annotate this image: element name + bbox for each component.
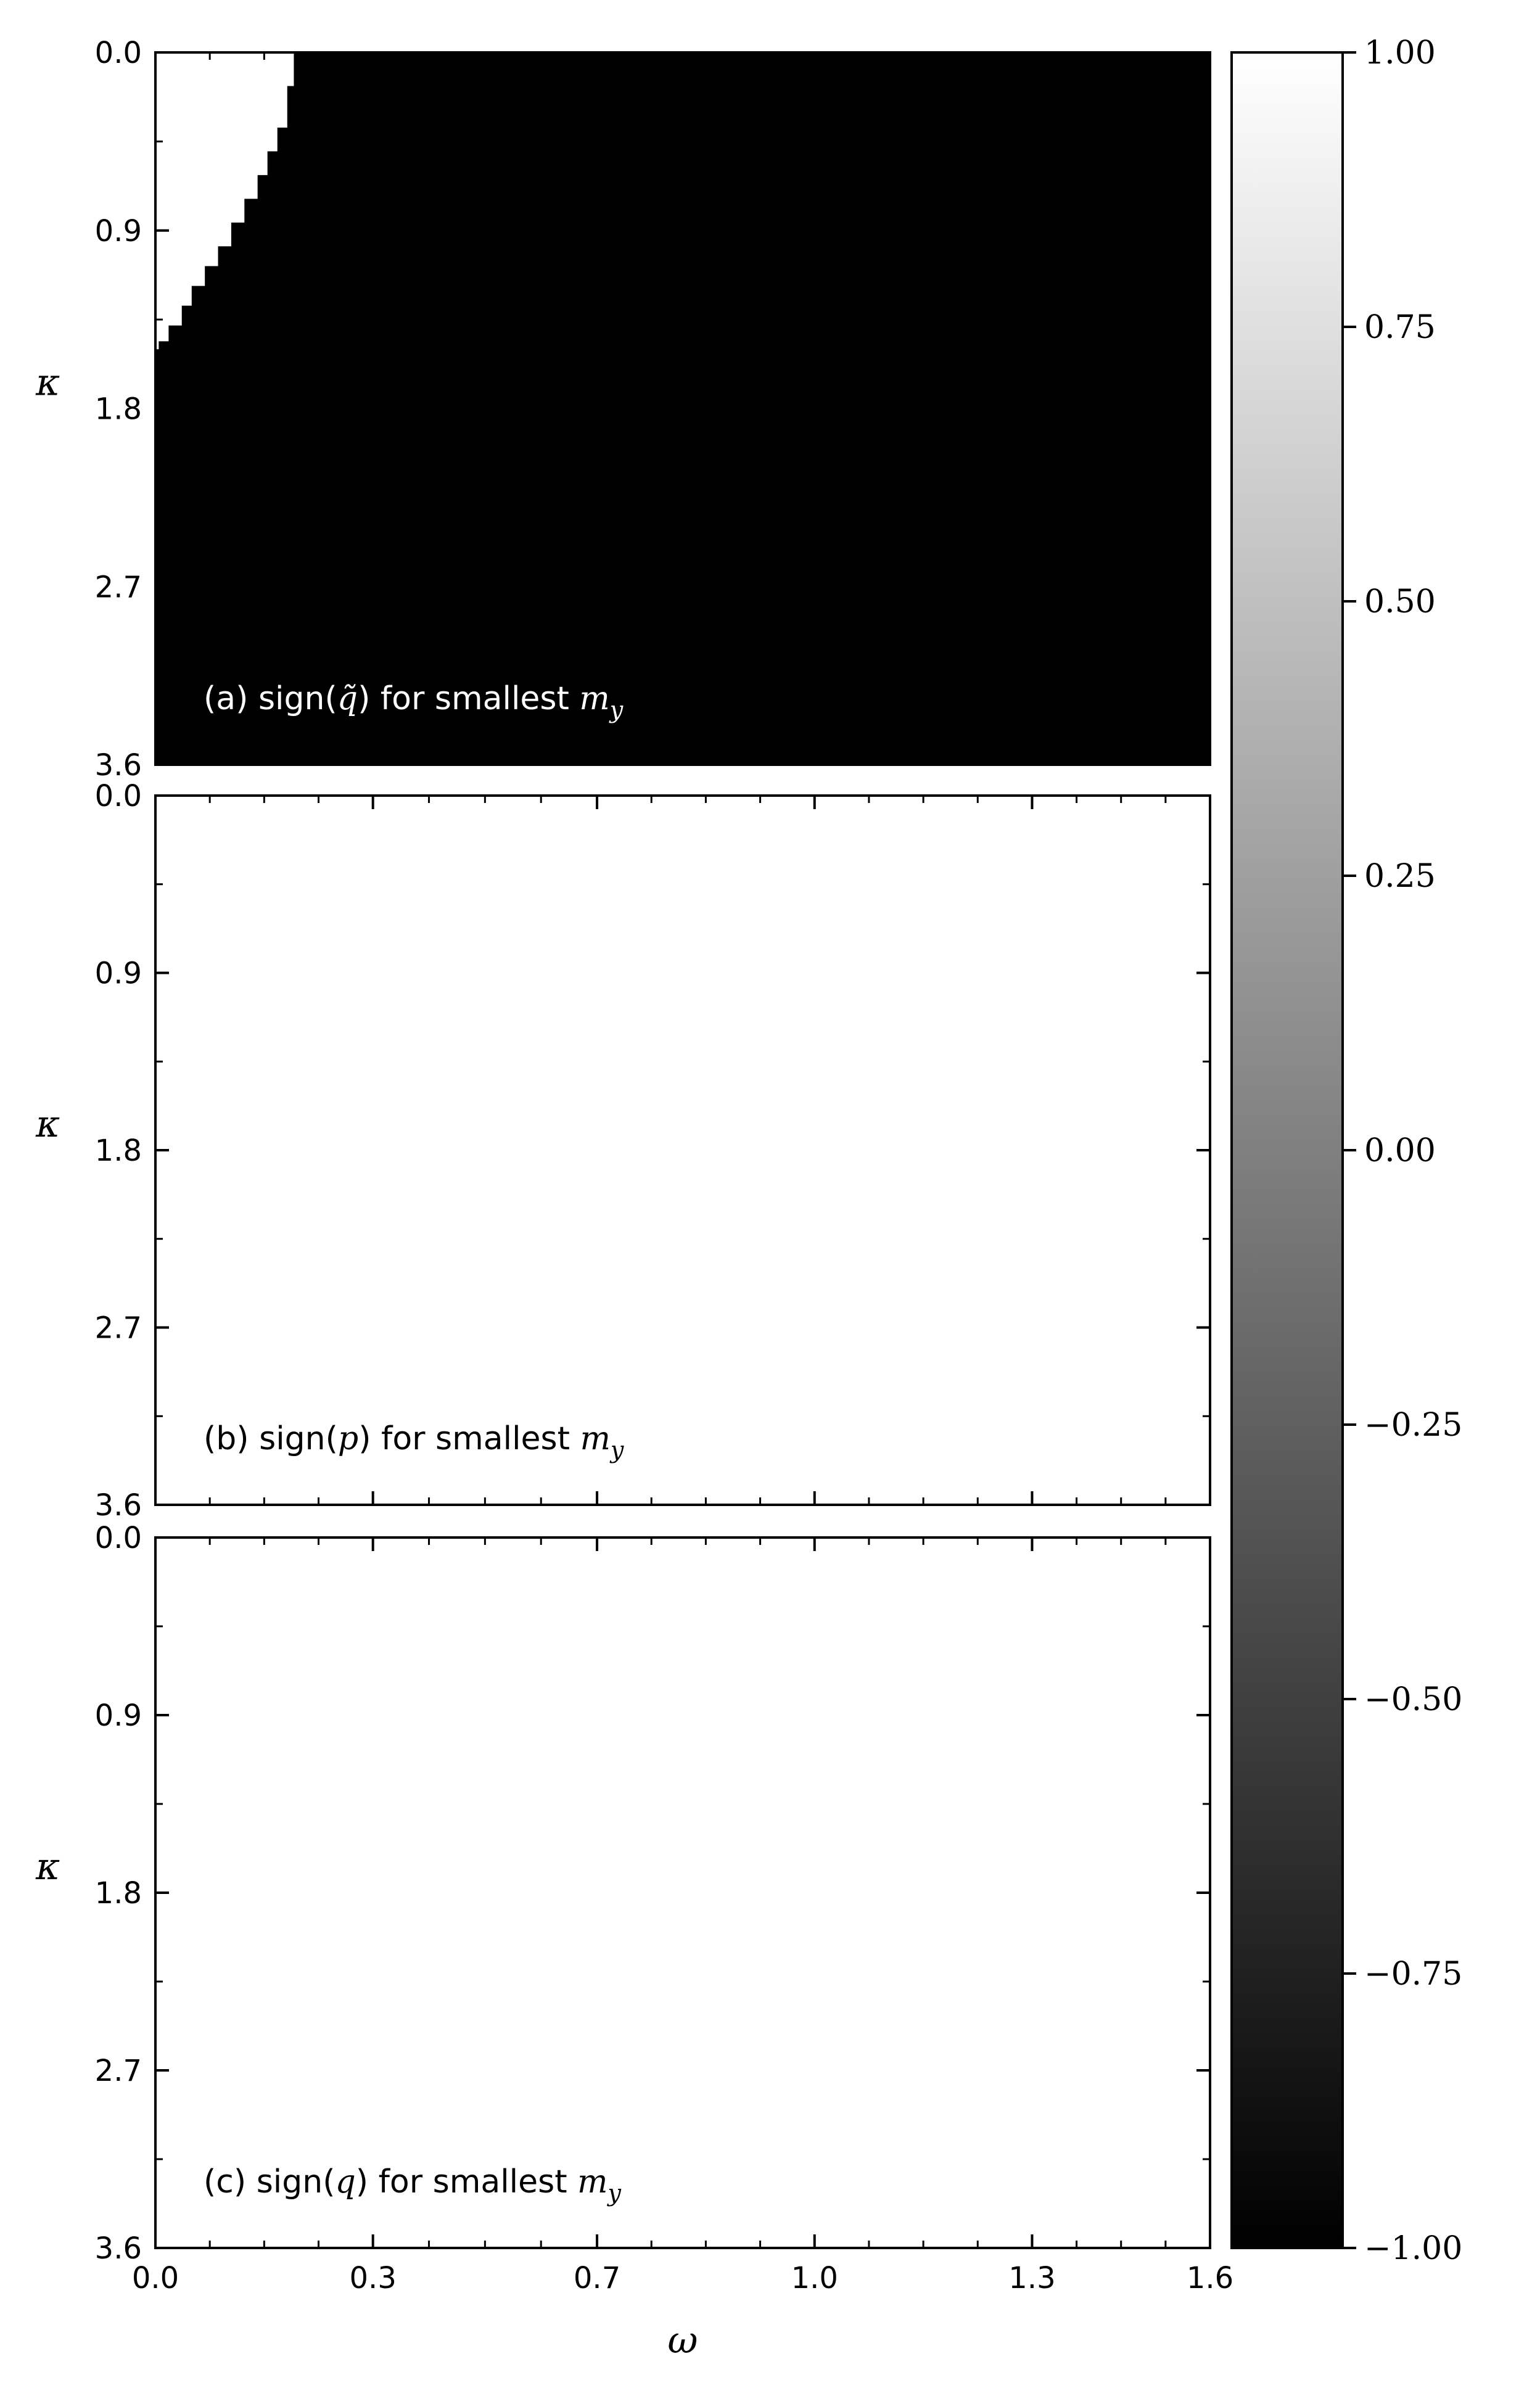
panel-c: 0.0 0.9 1.8 2.7 3.6 κ (c) sign(q) for smallest… — [35, 1521, 1233, 2362]
colorbar-tick-label: 0.00 — [1364, 1132, 1436, 1169]
annotation-middle: ) for smallest — [356, 2163, 577, 2200]
y-tick-label: 0.0 — [95, 1521, 142, 1555]
colorbar-tick-label: 0.50 — [1364, 583, 1436, 620]
annotation-subscript: y — [609, 1436, 624, 1463]
annotation-variable: p — [338, 1420, 358, 1457]
panel-a: 0.0 0.9 1.8 2.7 3.6 κ (a) sign(q̃) for smalles… — [35, 36, 1211, 783]
annotation-subscript: y — [609, 696, 624, 723]
x-tick-label: 0.3 — [350, 2261, 397, 2295]
panel-annotation: (c) sign(q) for smallest my — [204, 2163, 621, 2207]
y-tick-label: 3.6 — [95, 2231, 142, 2266]
y-tick-label: 0.9 — [95, 957, 142, 991]
annotation-variable: q — [335, 2163, 355, 2200]
heatmap-region — [155, 52, 294, 350]
x-axis-label: ω — [668, 2319, 698, 2362]
colorbar-gradient — [1232, 52, 1343, 2248]
colorbar-tick-label: 1.00 — [1364, 35, 1436, 72]
heatmap-background — [155, 796, 1210, 1505]
y-tick-label: 1.8 — [95, 1876, 142, 1911]
annotation-middle: ) for smallest — [358, 1420, 580, 1457]
x-tick-label: 0.0 — [132, 2261, 179, 2295]
colorbar-tick-label: −1.00 — [1364, 2230, 1462, 2267]
annotation-prefix: (c) sign( — [204, 2163, 335, 2200]
y-tick-label: 3.6 — [95, 748, 142, 783]
y-tick-label: 0.0 — [95, 36, 142, 70]
panel-annotation: (a) sign(q̃) for smallest my — [204, 680, 624, 723]
y-tick-label: 3.6 — [95, 1488, 142, 1523]
y-axis-label: κ — [35, 1103, 60, 1146]
y-axis-label: κ — [35, 361, 60, 405]
colorbar-tick-label: −0.50 — [1364, 1681, 1462, 1718]
x-tick-label: 1.6 — [1187, 2261, 1233, 2295]
x-tick-label: 0.7 — [574, 2261, 620, 2295]
panel-annotation: (b) sign(p) for smallest my — [204, 1420, 624, 1463]
heatmap-panels: 0.00.91.82.73.6κ(a) sign(q̃) for smalles… — [35, 36, 1233, 2362]
y-axis-label: κ — [35, 1845, 60, 1888]
annotation-subscript: y — [606, 2180, 621, 2207]
colorbar-tick-label: −0.75 — [1364, 1956, 1462, 1993]
y-tick-label: 1.8 — [95, 392, 142, 427]
y-tick-label: 2.7 — [95, 570, 142, 604]
colorbar-tick-label: −0.25 — [1364, 1407, 1462, 1444]
y-tick-label: 0.9 — [95, 214, 142, 249]
colorbar-tick-label: 0.25 — [1364, 858, 1436, 895]
annotation-middle: ) for smallest — [358, 680, 579, 717]
x-tick-label: 1.3 — [1008, 2261, 1055, 2295]
colorbar: 1.00 0.75 0.50 0.25 0.00 −0.25 −0.50 −0.75 −1.00 — [1230, 35, 1462, 2267]
heatmap-background — [155, 52, 1210, 765]
x-tick-label: 1.0 — [791, 2261, 838, 2295]
annotation-m: m — [577, 2163, 607, 2200]
panel-b: 0.0 0.9 1.8 2.7 3.6 κ (b) sign(p) for smallest… — [35, 779, 1211, 1523]
heatmap-background — [155, 1537, 1210, 2248]
annotation-prefix: (a) sign( — [204, 680, 337, 717]
y-tick-label: 0.9 — [95, 1698, 142, 1733]
y-tick-label: 0.0 — [95, 779, 142, 813]
annotation-prefix: (b) sign( — [204, 1420, 338, 1457]
annotation-variable: q̃ — [337, 680, 358, 717]
y-tick-label: 1.8 — [95, 1134, 142, 1168]
colorbar-tick-label: 0.75 — [1364, 309, 1436, 346]
annotation-m: m — [579, 680, 609, 717]
y-tick-label: 2.7 — [95, 1311, 142, 1346]
y-tick-label: 2.7 — [95, 2054, 142, 2088]
annotation-m: m — [580, 1420, 611, 1457]
